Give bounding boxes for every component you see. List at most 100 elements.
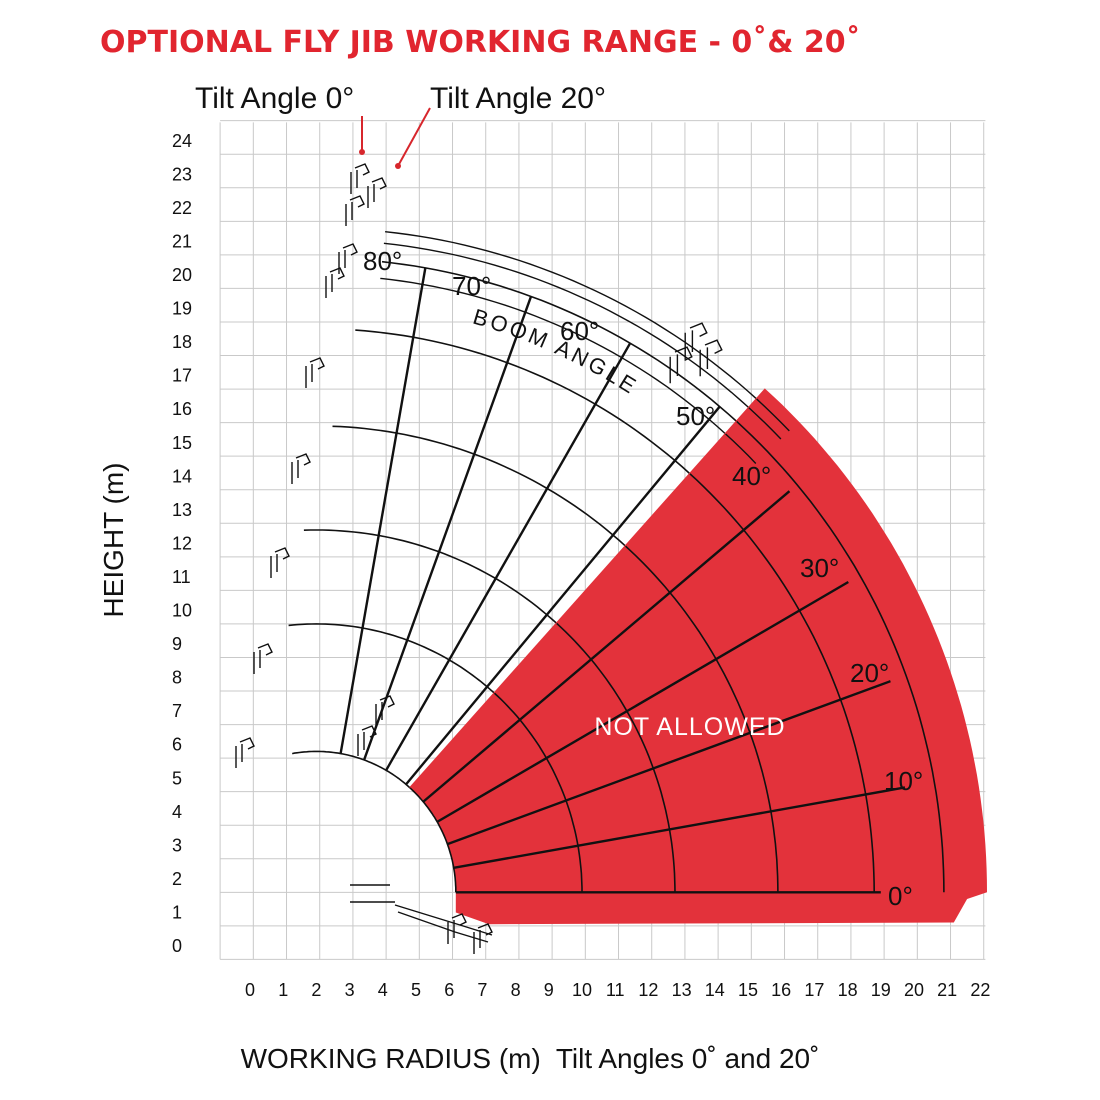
jib-hook [699, 339, 723, 377]
region-edge [409, 388, 766, 788]
fly-jib-sketches [235, 163, 723, 954]
y-tick-label: 24 [172, 131, 192, 151]
chart-title: OPTIONAL FLY JIB WORKING RANGE - 0˚& 20˚ [100, 24, 861, 60]
x-tick-label: 4 [378, 980, 388, 1000]
y-tick-label: 10 [172, 601, 192, 621]
y-tick-label: 3 [172, 835, 182, 855]
x-tick-label: 15 [738, 980, 758, 1000]
x-tick-label: 12 [638, 980, 658, 1000]
boom-angle-label: 0° [888, 881, 913, 911]
y-tick-label: 4 [172, 802, 182, 822]
boom-arc [332, 425, 779, 893]
boom-ray [405, 405, 721, 786]
jib-arc-lower [380, 277, 757, 464]
y-tick-label: 17 [172, 366, 192, 386]
y-tick-label: 13 [172, 500, 192, 520]
tilt-callouts: Tilt Angle 0° Tilt Angle 20° [195, 82, 606, 115]
boom-angle-label: 80° [363, 246, 402, 276]
x-axis-label: WORKING RADIUS (m) Tilt Angles 0˚ and 20… [241, 1043, 820, 1074]
boom-angle-rays [339, 267, 906, 894]
y-axis-label: HEIGHT (m) [98, 462, 129, 617]
x-tick-label: 18 [838, 980, 858, 1000]
y-tick-label: 7 [172, 701, 182, 721]
jib-arc-inner [383, 242, 782, 440]
boom-angle-label: 50° [676, 401, 715, 431]
x-tick-label: 0 [245, 980, 255, 1000]
y-tick-label: 23 [172, 164, 192, 184]
y-tick-label: 2 [172, 869, 182, 889]
jib-hook [367, 177, 387, 208]
boom-arc [292, 750, 457, 893]
jib-hook [684, 322, 708, 360]
boom-angle-caption: BOOM ANGLE [470, 304, 643, 400]
y-tick-label: 8 [172, 668, 182, 688]
y-tick-label: 15 [172, 433, 192, 453]
x-tick-label: 5 [411, 980, 421, 1000]
boom-angle-label: 70° [452, 271, 491, 301]
x-tick-label: 10 [572, 980, 592, 1000]
y-tick-label: 14 [172, 466, 192, 486]
boom-angle-label: 10° [884, 766, 923, 796]
jib-base [350, 884, 395, 903]
x-tick-label: 16 [771, 980, 791, 1000]
y-tick-label: 16 [172, 399, 192, 419]
jib-arc-outer [385, 231, 790, 432]
x-tick-label: 6 [444, 980, 454, 1000]
x-tick-label: 20 [904, 980, 924, 1000]
callout-tilt-20: Tilt Angle 20° [430, 82, 606, 115]
x-tick-label: 3 [345, 980, 355, 1000]
jib-hook [473, 923, 493, 954]
jib-hook [375, 695, 395, 726]
x-tick-label: 9 [544, 980, 554, 1000]
jib-hook [350, 163, 370, 194]
callout-tilt-0: Tilt Angle 0° [195, 82, 354, 115]
y-tick-label: 20 [172, 265, 192, 285]
jib-hook [235, 737, 255, 768]
pointer-tilt-20 [397, 107, 431, 167]
jib-hook [270, 547, 290, 578]
x-tick-label: 1 [278, 980, 288, 1000]
x-tick-label: 19 [871, 980, 891, 1000]
y-tick-label: 0 [172, 936, 182, 956]
jib-hook [253, 643, 273, 674]
boom-length-arcs [288, 231, 945, 893]
pointer-dot-tilt-20 [395, 163, 401, 169]
boom-angle-label: 30° [800, 553, 839, 583]
y-tick-label: 11 [172, 567, 191, 587]
jib-hook [669, 346, 693, 384]
boom-arc [303, 529, 676, 893]
x-tick-label: 11 [606, 980, 625, 1000]
jib-hook [338, 243, 358, 274]
x-tick-label: 17 [804, 980, 824, 1000]
boom-angle-labels: 0° 10° 20° 30° 40° 50° 60° 70° 80° [363, 246, 923, 911]
jib-hook [345, 195, 365, 226]
jib-hook [447, 913, 467, 944]
jib-hook [291, 453, 311, 484]
not-allowed-area [409, 388, 987, 925]
not-allowed-region [409, 388, 987, 925]
jib-hook [357, 725, 377, 756]
boom-angle-label: 20° [850, 658, 889, 688]
x-tick-label: 7 [477, 980, 487, 1000]
y-tick-label: 9 [172, 634, 182, 654]
region-label: NOT ALLOWED [594, 713, 785, 741]
x-tick-label: 22 [970, 980, 990, 1000]
boom-ray [447, 680, 891, 846]
boom-arc [355, 329, 875, 893]
jib-hook [325, 267, 345, 298]
x-tick-label: 2 [311, 980, 321, 1000]
y-tick-label: 6 [172, 735, 182, 755]
y-tick-label: 21 [172, 231, 192, 251]
x-tick-label: 14 [705, 980, 725, 1000]
boom-ray [422, 490, 791, 803]
y-tick-label: 18 [172, 332, 192, 352]
boom-ray [385, 342, 632, 771]
x-tick-label: 13 [672, 980, 692, 1000]
boom-ray [436, 580, 849, 823]
y-tick-label: 19 [172, 299, 192, 319]
boom-angle-caption-text: BOOM ANGLE [470, 304, 640, 400]
callout-pointers [359, 107, 431, 169]
boom-angle-label: 60° [560, 316, 599, 346]
boom-angle-label: 40° [732, 461, 771, 491]
